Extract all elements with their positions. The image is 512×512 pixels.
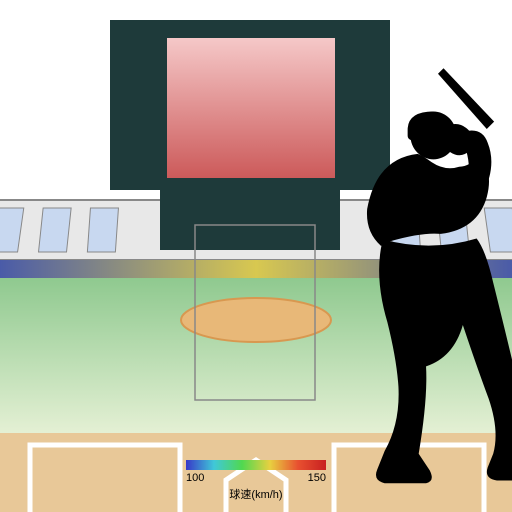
speed-gradient-bar <box>186 460 326 470</box>
pitchers-mound <box>181 298 331 342</box>
speed-tick-max: 150 <box>308 472 326 484</box>
speed-tick-min: 100 <box>186 472 204 484</box>
speed-legend-label: 球速(km/h) <box>186 486 326 502</box>
scoreboard-screen <box>167 38 335 178</box>
speed-legend: 100 150 球速(km/h) <box>186 460 326 502</box>
pitch-diagram <box>0 0 512 512</box>
scoreboard-base <box>160 190 340 250</box>
